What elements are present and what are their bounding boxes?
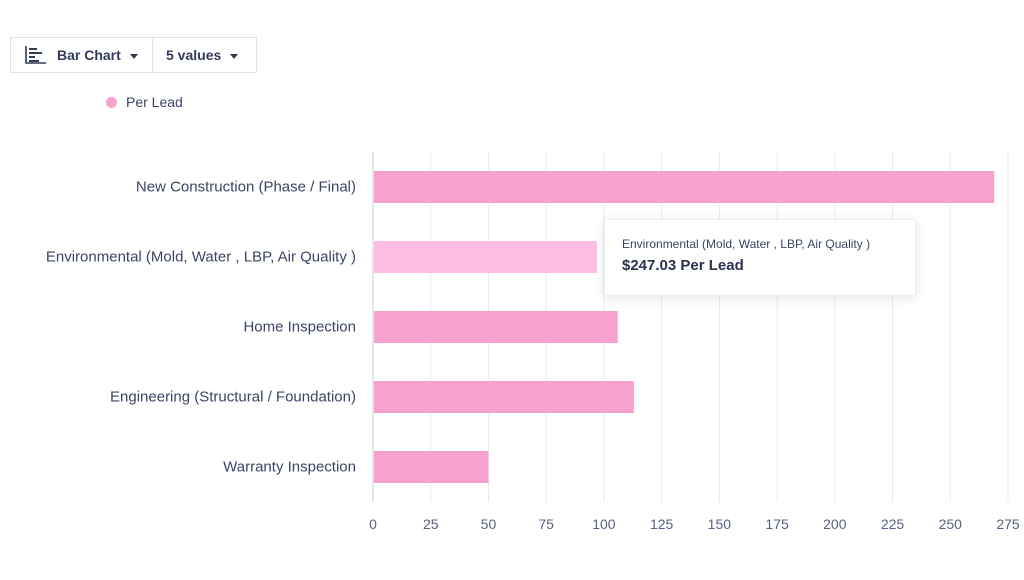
- x-tick-label: 150: [708, 516, 732, 532]
- x-tick-label: 100: [592, 516, 616, 532]
- chart-tooltip: Environmental (Mold, Water , LBP, Air Qu…: [604, 219, 916, 296]
- category-label: New Construction (Phase / Final): [136, 179, 356, 196]
- category-label: Engineering (Structural / Foundation): [110, 389, 356, 406]
- tooltip-value: $247.03 Per Lead: [622, 257, 744, 274]
- x-tick-label: 175: [765, 516, 789, 532]
- bar-chart-icon: [25, 46, 47, 64]
- bar[interactable]: [374, 451, 489, 483]
- category-label: Warranty Inspection: [223, 459, 356, 476]
- chevron-down-icon: [129, 54, 138, 59]
- bar[interactable]: [374, 171, 995, 203]
- tooltip-title: Environmental (Mold, Water , LBP, Air Qu…: [622, 237, 871, 251]
- x-tick-label: 0: [369, 516, 377, 532]
- chart-type-dropdown[interactable]: Bar Chart: [10, 37, 153, 73]
- bar[interactable]: [374, 381, 634, 413]
- chart-legend[interactable]: Per Lead: [106, 94, 183, 110]
- x-tick-label: 275: [996, 516, 1020, 532]
- x-tick-label: 25: [423, 516, 439, 532]
- bar[interactable]: [374, 241, 597, 273]
- x-tick-label: 75: [538, 516, 554, 532]
- values-count-label: 5 values: [166, 47, 222, 63]
- values-count-dropdown[interactable]: 5 values: [152, 37, 257, 73]
- category-label: Environmental (Mold, Water , LBP, Air Qu…: [46, 249, 356, 266]
- x-tick-label: 50: [481, 516, 497, 532]
- chart-type-label: Bar Chart: [57, 47, 121, 63]
- x-tick-label: 200: [823, 516, 847, 532]
- legend-label: Per Lead: [126, 94, 183, 110]
- category-label: Home Inspection: [243, 319, 356, 336]
- bar[interactable]: [374, 311, 618, 343]
- chevron-down-icon: [230, 54, 239, 59]
- legend-swatch: [106, 96, 117, 108]
- x-tick-label: 125: [650, 516, 674, 532]
- x-tick-label: 225: [881, 516, 905, 532]
- x-tick-label: 250: [939, 516, 963, 532]
- chart-toolbar: Bar Chart 5 values: [10, 37, 257, 73]
